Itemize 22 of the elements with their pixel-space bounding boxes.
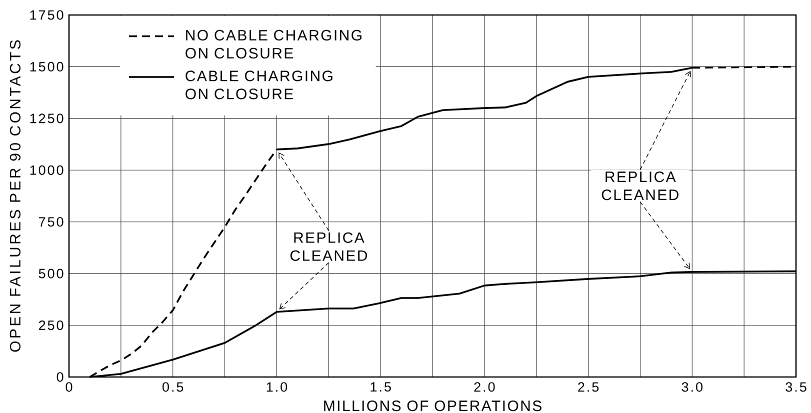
- x-tick-label: 1.0: [266, 382, 288, 392]
- x-axis-title: MILLIONS OF OPERATIONS: [324, 400, 542, 412]
- y-tick-label: 1250: [30, 114, 64, 124]
- legend-label: NO CABLE CHARGING ON CLOSURE: [186, 30, 362, 59]
- x-tick-label: 0: [66, 382, 72, 392]
- x-tick-label: 2.0: [474, 382, 495, 392]
- x-tick-label: 0.5: [162, 382, 184, 392]
- legend-label: CABLE CHARGING ON CLOSURE: [186, 70, 332, 100]
- y-tick-label: 0: [56, 372, 64, 382]
- x-tick-label: 3.5: [786, 382, 806, 392]
- y-tick-label: 250: [38, 320, 64, 330]
- y-tick-label: 1750: [30, 10, 64, 20]
- y-tick-label: 750: [38, 217, 64, 227]
- y-axis-title: OPEN FAILURES PER 90 CONTACTS: [10, 40, 21, 352]
- y-tick-label: 500: [38, 268, 64, 278]
- x-tick-label: 2.5: [578, 382, 599, 392]
- y-tick-label: 1000: [30, 165, 64, 175]
- y-tick-label: 1500: [30, 62, 64, 72]
- annotation: REPLICA CLEANED: [602, 172, 678, 200]
- annotation: REPLICA CLEANED: [290, 232, 368, 261]
- x-tick-label: 3.0: [682, 382, 702, 392]
- x-tick-label: 1.5: [370, 382, 391, 392]
